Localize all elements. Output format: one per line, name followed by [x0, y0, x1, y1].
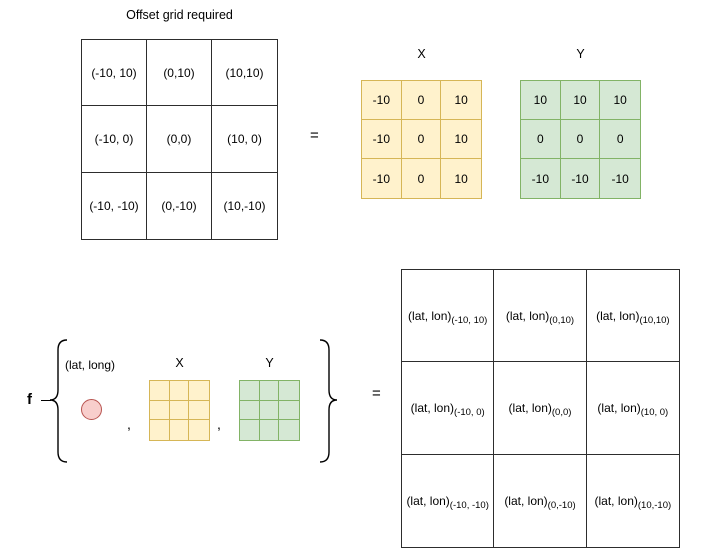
result-cell-sub: (-10, 0): [454, 406, 485, 418]
result-cell-base: (lat, lon): [596, 308, 640, 323]
result-cell-sub: (0,-10): [547, 499, 576, 511]
x-matrix-cell: 10: [441, 120, 481, 159]
result-cell: (lat, lon)(-10, 0): [402, 362, 495, 455]
y-matrix-cell: -10: [521, 159, 561, 198]
comma-separator: ,: [127, 416, 131, 432]
mini-x-cell: [189, 420, 209, 440]
result-cell: (lat, lon)(0,0): [494, 362, 587, 455]
x-matrix-cell: 0: [401, 120, 442, 159]
result-cell-sub: (0,10): [549, 314, 575, 326]
mini-y-cell: [260, 420, 280, 440]
offset-cell: (10, 0): [212, 106, 277, 173]
mini-y-cell: [259, 381, 280, 401]
offset-cell: (10,10): [212, 40, 277, 107]
x-matrix-cell: 0: [402, 159, 442, 198]
mini-y-grid: [239, 380, 300, 441]
offset-cell: (0,0): [147, 106, 212, 173]
result-cell-sub: (0,0): [551, 406, 572, 418]
result-cell: (lat, lon)(-10, 10): [402, 270, 495, 363]
x-matrix-cell: -10: [362, 120, 402, 159]
offset-cell: (-10, -10): [82, 172, 147, 239]
result-cell: (lat, lon)(10,10): [586, 270, 679, 363]
offset-grid: (-10, 10) (0,10) (10,10) (-10, 0) (0,0) …: [81, 39, 278, 240]
result-cell-base: (lat, lon): [504, 493, 548, 508]
x-matrix-cell: 10: [441, 81, 481, 120]
mini-x-cell: [169, 400, 190, 421]
result-cell: (lat, lon)(0,-10): [494, 454, 587, 547]
y-matrix-cell: 0: [560, 120, 601, 159]
result-cell-base: (lat, lon): [508, 400, 552, 415]
mini-x-label: X: [175, 356, 184, 370]
x-matrix-cell: -10: [362, 81, 402, 120]
x-matrix-cell: 10: [454, 171, 468, 186]
result-cell-base: (lat, lon): [597, 400, 641, 415]
function-name: f: [27, 391, 32, 408]
y-matrix-cell: 10: [600, 81, 640, 120]
result-cell: (lat, lon)(10,-10): [587, 455, 679, 547]
lat-long-label: (lat, long): [64, 358, 116, 372]
offset-cell: (-10, 0): [82, 106, 147, 173]
result-cell-sub: (10,10): [639, 314, 670, 326]
mini-x-cell: [189, 401, 209, 421]
y-matrix-label: Y: [576, 47, 585, 61]
result-cell-base: (lat, lon): [406, 493, 450, 508]
result-cell-base: (lat, lon): [408, 308, 452, 323]
x-matrix: -10 0 10 -10 0 10 -10 0 10: [361, 80, 482, 199]
point-circle: [81, 399, 102, 420]
mini-x-cell: [150, 381, 170, 401]
y-matrix-cell: 10: [521, 81, 561, 120]
offset-cell: (-10, 10): [82, 40, 147, 107]
y-matrix-cell: -10: [561, 159, 601, 198]
result-cell-base: (lat, lon): [505, 308, 550, 323]
function-connector-line: [41, 400, 51, 402]
y-matrix-cell: -10: [611, 171, 629, 186]
mini-y-cell: [279, 401, 299, 421]
equals-sign-bottom: =: [372, 385, 381, 402]
mini-y-cell: [240, 381, 260, 401]
mini-x-cell: [189, 381, 209, 401]
result-cell-sub: (10, 0): [640, 406, 669, 418]
y-matrix-cell: 0: [521, 120, 561, 159]
mini-x-cell: [150, 420, 170, 440]
right-brace: [319, 339, 338, 463]
diagram-title: Offset grid required: [126, 8, 233, 22]
mini-x-cell: [170, 420, 190, 440]
result-cell-sub: (-10, -10): [449, 499, 489, 511]
x-matrix-cell: 0: [401, 81, 442, 120]
mini-y-cell: [279, 420, 299, 440]
x-matrix-label: X: [417, 47, 426, 61]
result-cell-base: (lat, lon): [410, 400, 455, 415]
result-cell-sub: (10,-10): [637, 499, 672, 511]
mini-x-grid: [149, 380, 210, 441]
offset-cell: (10,-10): [223, 198, 266, 213]
result-cell: (lat, lon)(10, 0): [586, 362, 679, 455]
mini-y-cell: [240, 420, 260, 440]
result-cell: (lat, lon)(-10, -10): [402, 454, 495, 547]
y-matrix: 10 10 10 0 0 0 -10 -10 -10: [520, 80, 641, 199]
result-grid: (lat, lon)(-10, 10) (lat, lon)(0,10) (la…: [401, 269, 680, 548]
mini-y-cell: [240, 400, 260, 421]
y-matrix-cell: 10: [560, 81, 601, 120]
x-matrix-cell: -10: [362, 159, 402, 198]
offset-cell: (0,10): [147, 40, 212, 107]
mini-y-cell: [279, 381, 299, 401]
y-matrix-cell: 0: [600, 120, 640, 159]
equals-sign-top: =: [310, 127, 319, 144]
mini-x-cell: [150, 400, 170, 421]
mini-y-cell: [259, 400, 280, 421]
result-cell-sub: (-10, 10): [451, 314, 488, 326]
result-cell: (lat, lon)(0,10): [494, 270, 587, 363]
left-brace: [49, 339, 68, 463]
comma-separator: ,: [217, 416, 221, 432]
result-cell-base: (lat, lon): [594, 493, 638, 508]
mini-y-label: Y: [265, 356, 274, 370]
mini-x-cell: [169, 381, 190, 401]
offset-cell: (0,-10): [147, 172, 212, 239]
